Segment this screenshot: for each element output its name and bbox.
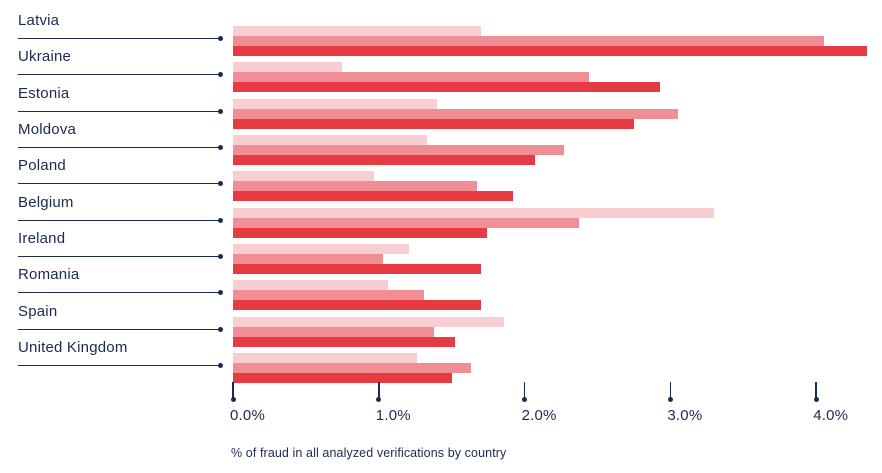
light-pink-bar-poland <box>233 171 375 182</box>
medium-pink-bar-ireland <box>233 253 384 264</box>
light-pink-bar-estonia <box>233 98 438 109</box>
x-axis-tick-dot <box>522 397 528 402</box>
x-axis-tick-arrow <box>523 382 526 398</box>
leader-line <box>18 74 219 76</box>
medium-pink-bar-poland <box>233 181 477 192</box>
country-label-latvia: Latvia <box>18 12 60 29</box>
medium-pink-bar-united-kingdom <box>233 362 471 373</box>
x-axis-tick-label-00: 0.0% <box>230 407 265 424</box>
x-axis-tick-label-40: 4.0% <box>813 407 849 424</box>
country-label-ireland: Ireland <box>18 229 66 247</box>
medium-pink-bar-spain <box>233 326 435 337</box>
leader-line <box>18 183 219 185</box>
dark-red-bar-latvia <box>233 46 868 56</box>
country-label-spain: Spain <box>18 302 58 320</box>
leader-line-end-dot <box>218 144 223 150</box>
light-pink-bar-ukraine <box>233 62 343 73</box>
country-label-estonia: Estonia <box>18 84 70 102</box>
x-axis-tick-label-10: 1.0% <box>375 407 411 424</box>
leader-line-end-dot <box>218 72 223 78</box>
dark-red-bar-ukraine <box>233 82 661 93</box>
light-pink-bar-latvia <box>233 26 481 36</box>
x-axis-tick-dot <box>667 397 673 402</box>
leader-line <box>18 146 219 148</box>
country-label-united-kingdom: United Kingdom <box>18 338 128 356</box>
light-pink-bar-belgium <box>233 207 715 218</box>
x-axis-tick-arrow <box>669 382 672 398</box>
dark-red-bar-poland <box>233 191 513 202</box>
dark-red-bar-belgium <box>233 227 487 238</box>
country-label-ukraine: Ukraine <box>18 48 72 66</box>
x-axis-tick-label-20: 2.0% <box>521 407 557 424</box>
leader-line <box>18 38 219 39</box>
leader-line-end-dot <box>218 36 223 41</box>
medium-pink-bar-estonia <box>233 108 678 119</box>
leader-line-end-dot <box>218 326 223 332</box>
x-axis-tick-arrow <box>378 382 380 398</box>
dark-red-bar-spain <box>233 336 455 347</box>
dark-red-bar-ireland <box>233 263 481 274</box>
leader-line <box>18 364 219 366</box>
medium-pink-bar-romania <box>233 290 424 301</box>
leader-line-end-dot <box>218 290 223 296</box>
x-axis-tick-label-30: 3.0% <box>667 407 703 424</box>
light-pink-bar-romania <box>233 280 388 291</box>
country-label-romania: Romania <box>18 266 80 284</box>
dark-red-bar-united-kingdom <box>233 372 452 383</box>
country-label-poland: Poland <box>18 157 66 175</box>
x-axis-tick-dot <box>230 397 236 402</box>
dark-red-bar-romania <box>233 300 481 311</box>
dark-red-bar-estonia <box>233 118 634 129</box>
leader-line-end-dot <box>218 181 223 187</box>
chart-caption: % of fraud in all analyzed verifications… <box>231 446 507 460</box>
medium-pink-bar-ukraine <box>233 72 589 83</box>
country-label-belgium: Belgium <box>18 193 74 211</box>
leader-line <box>18 110 219 112</box>
x-axis-tick-arrow <box>232 382 234 398</box>
x-axis-tick-dot <box>813 397 819 402</box>
leader-line <box>18 219 219 221</box>
x-axis-tick-arrow <box>815 382 817 398</box>
leader-line <box>18 255 219 257</box>
leader-line-end-dot <box>218 217 223 223</box>
leader-line <box>18 292 219 294</box>
leader-line-end-dot <box>218 362 223 368</box>
medium-pink-bar-moldova <box>233 144 564 155</box>
country-label-moldova: Moldova <box>18 120 77 138</box>
medium-pink-bar-latvia <box>233 36 824 46</box>
leader-line-end-dot <box>218 253 223 259</box>
leader-line <box>18 328 219 330</box>
light-pink-bar-moldova <box>233 134 427 145</box>
x-axis-tick-dot <box>376 397 382 402</box>
light-pink-bar-ireland <box>233 243 410 254</box>
light-pink-bar-united-kingdom <box>233 352 417 363</box>
dark-red-bar-moldova <box>233 154 535 165</box>
medium-pink-bar-belgium <box>233 217 579 228</box>
light-pink-bar-spain <box>233 316 505 327</box>
leader-line-end-dot <box>218 108 223 114</box>
